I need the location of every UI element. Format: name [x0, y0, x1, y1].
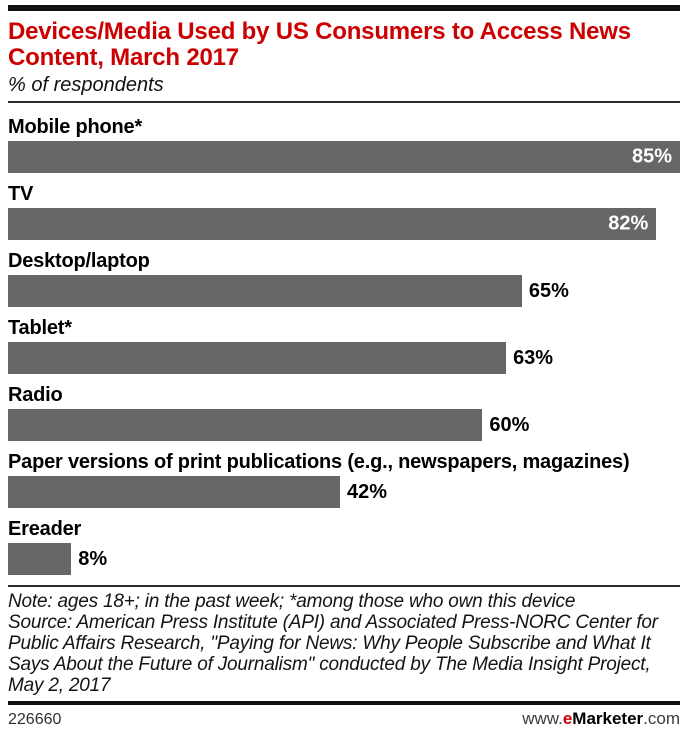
bar-group: Ereader 8% [8, 518, 680, 575]
bar [8, 476, 341, 508]
bar-value-label: 85% [631, 145, 672, 168]
footer-divider [8, 701, 680, 705]
bar-value-label: 82% [608, 212, 649, 235]
bar-chart: Mobile phone* 85% TV 82% Desktop/laptop 65% Ta… [8, 116, 680, 575]
website-brand: Marketer [572, 709, 644, 728]
bar [8, 342, 507, 374]
bar-group: Paper versions of print publications (e.… [8, 451, 680, 508]
emarketer-logo: www.eMarketer.com [522, 709, 680, 729]
bar-group: Desktop/laptop 65% [8, 250, 680, 307]
footer: 226660 www.eMarketer.com [8, 709, 680, 729]
chart-subtitle: % of respondents [8, 74, 164, 96]
bar-group: Radio 60% [8, 384, 680, 441]
bar-category-label: Desktop/laptop [8, 250, 150, 272]
footnote-block: Note: ages 18+; in the past week; *among… [8, 591, 680, 696]
bar [8, 543, 72, 575]
bar-value-label: 60% [489, 413, 530, 436]
bar-track: 65% [8, 275, 680, 307]
chart-id: 226660 [8, 711, 62, 728]
bar-category-label: Radio [8, 384, 63, 406]
bar-track: 60% [8, 409, 680, 441]
website-brand-e: e [562, 709, 573, 728]
bar [8, 275, 522, 307]
header-divider [8, 101, 680, 103]
bar-category-label: Paper versions of print publications (e.… [8, 451, 630, 473]
bar-track: 82% [8, 208, 680, 240]
bar-group: TV 82% [8, 183, 680, 240]
bar-track: 8% [8, 543, 680, 575]
top-divider [8, 5, 680, 11]
bar-track: 42% [8, 476, 680, 508]
source-text: Source: American Press Institute (API) a… [8, 612, 658, 696]
website-prefix: www. [522, 709, 563, 728]
bar [8, 409, 483, 441]
bar-value-label: 42% [347, 480, 388, 503]
bar-category-label: Mobile phone* [8, 116, 143, 138]
bar-group: Mobile phone* 85% [8, 116, 680, 173]
bar-track: 85% [8, 141, 680, 173]
bar: 82% [8, 208, 657, 240]
bar-category-label: Tablet* [8, 317, 72, 339]
bar-track: 63% [8, 342, 680, 374]
note-text: Note: ages 18+; in the past week; *among… [8, 591, 576, 612]
bar-group: Tablet* 63% [8, 317, 680, 374]
website-suffix: .com [643, 709, 680, 728]
bar-value-label: 63% [513, 346, 554, 369]
bar-value-label: 8% [78, 547, 108, 570]
chart-title: Devices/Media Used by US Consumers to Ac… [8, 18, 631, 71]
bar-category-label: TV [8, 183, 34, 205]
bar: 85% [8, 141, 680, 173]
note-divider [8, 585, 680, 587]
bar-value-label: 65% [528, 279, 569, 302]
bar-category-label: Ereader [8, 518, 82, 540]
